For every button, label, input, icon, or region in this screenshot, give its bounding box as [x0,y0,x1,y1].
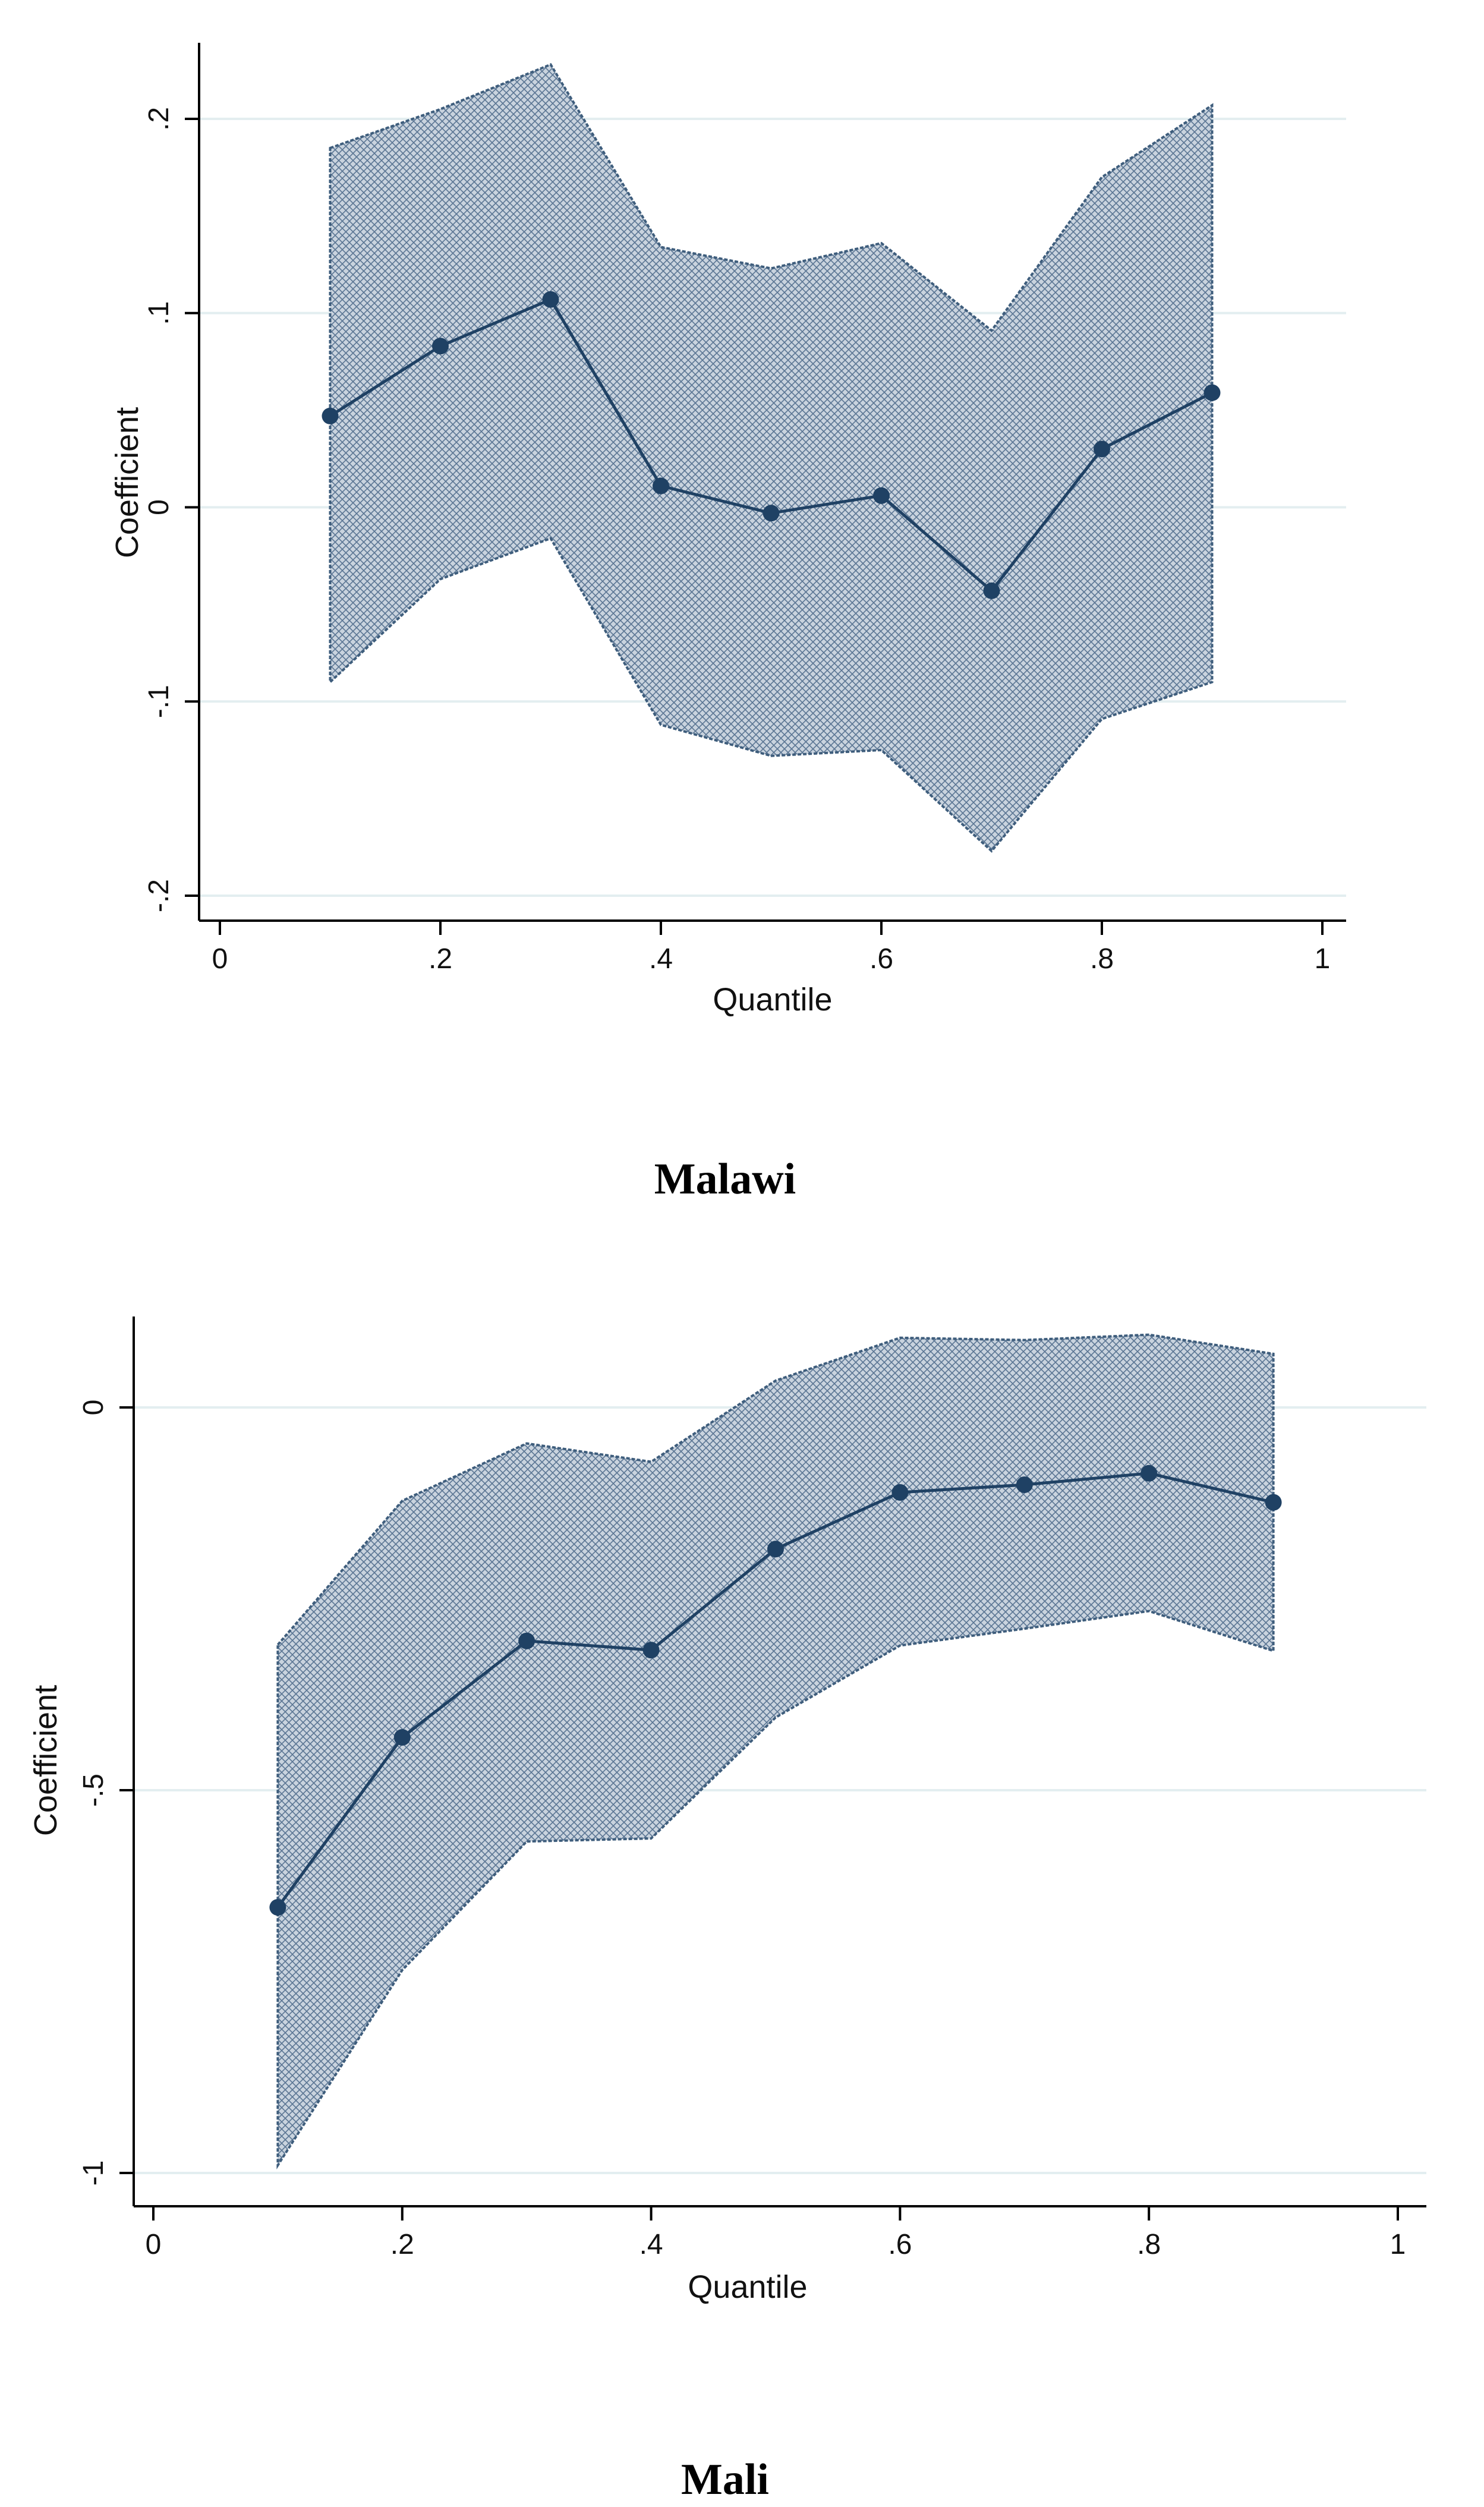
chart-malawi: 0 .2 .4 .6 .8 1 -.2 -.1 0 .1 .2 Quantile Coeffici… [109,43,1346,1204]
data-point [1016,1476,1033,1494]
y-ticks: -1 -.5 0 [78,1400,134,2186]
data-point [518,1632,535,1649]
confidence-band [276,1333,1275,2169]
data-point [393,1729,411,1746]
data-point [767,1541,784,1558]
x-tick-label: .8 [1090,943,1114,975]
data-point [542,291,559,308]
chart-mali: 0 .2 .4 .6 .8 1 -1 -.5 0 Quantile Coefficient M… [28,1317,1426,2504]
data-points [269,1464,1282,1916]
y-ticks: -.2 -.1 0 .1 .2 [143,107,199,912]
data-points [322,291,1221,600]
data-point [1203,384,1221,401]
x-tick-label: .4 [639,2229,663,2260]
data-point [1140,1464,1158,1482]
x-axis-title: Quantile [713,982,832,1018]
y-tick-label: 0 [143,499,175,515]
x-tick-label: 0 [212,943,228,975]
y-tick-label: 0 [78,1400,109,1416]
data-point [1265,1494,1282,1511]
data-point [653,477,669,495]
data-point [322,407,339,424]
y-tick-label: .1 [143,301,175,325]
y-axis-title: Coefficient [109,407,145,558]
y-tick-label: -.5 [78,1774,109,1807]
y-tick-label: -1 [78,2160,109,2186]
confidence-band [329,63,1214,853]
y-tick-label: .2 [143,107,175,131]
x-ticks: 0 .2 .4 .6 .8 1 [212,921,1331,975]
chart-caption: Malawi [654,1155,796,1204]
data-point [1094,440,1110,458]
x-tick-label: 0 [146,2229,162,2260]
data-point [763,505,780,522]
data-point [873,487,890,504]
x-tick-label: .4 [649,943,673,975]
y-tick-label: -.1 [143,685,175,718]
data-point [269,1899,286,1916]
data-point [432,338,449,355]
x-tick-label: .8 [1137,2229,1161,2260]
x-axis-title: Quantile [688,2269,807,2305]
data-point [891,1484,909,1501]
y-tick-label: -.2 [143,879,175,912]
x-tick-label: .2 [428,943,452,975]
x-tick-label: .2 [390,2229,414,2260]
x-tick-label: .6 [869,943,893,975]
chart-caption: Mali [681,2455,769,2504]
x-tick-label: .6 [888,2229,912,2260]
x-tick-label: 1 [1315,943,1331,975]
x-tick-label: 1 [1390,2229,1406,2260]
data-point [642,1642,660,1659]
data-point [983,582,1000,600]
y-axis-title: Coefficient [28,1685,64,1836]
x-ticks: 0 .2 .4 .6 .8 1 [146,2206,1406,2260]
